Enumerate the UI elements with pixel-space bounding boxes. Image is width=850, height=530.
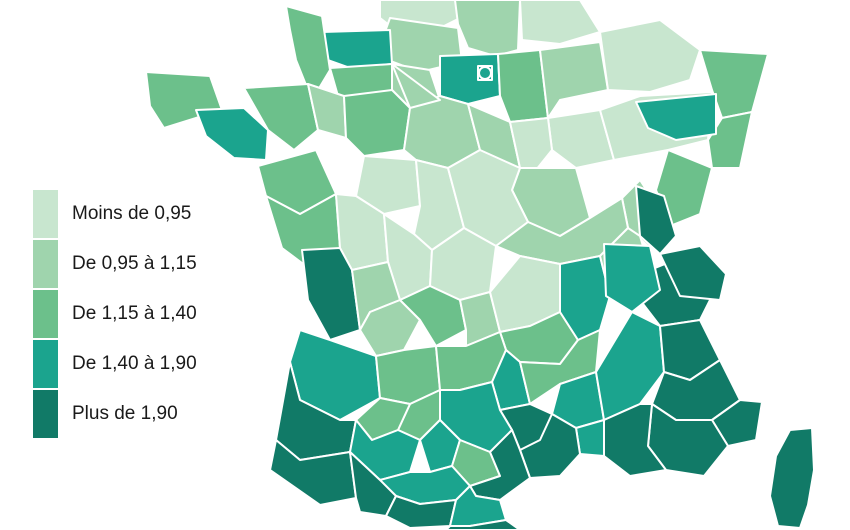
legend-swatch: [33, 240, 58, 288]
department-ardennes: [519, 0, 601, 45]
legend-swatch: [33, 340, 58, 388]
department-haute-loire: [519, 329, 601, 405]
legend-swatch: [33, 390, 58, 438]
department-sarthe: [343, 89, 411, 157]
department-paris: [477, 65, 493, 81]
department-moselle: [599, 19, 701, 93]
department-ain: [635, 185, 677, 255]
department-corse: [769, 427, 815, 529]
department-haute-savoie: [659, 245, 727, 301]
department-morbihan: [195, 107, 269, 161]
legend-item: De 1,15 à 1,40: [33, 289, 197, 339]
department-loir-et-cher: [355, 155, 421, 215]
department-bouches-du-rhone: [603, 403, 667, 477]
department-aisne: [454, 0, 521, 57]
legend-item: De 0,95 à 1,15: [33, 239, 197, 289]
department-aube: [509, 117, 553, 171]
department-eure-et-loir: [391, 63, 441, 109]
legend-label: De 1,40 à 1,90: [72, 353, 197, 374]
department-calvados: [321, 29, 393, 69]
department-haute-saone: [635, 93, 717, 141]
legend-label: Moins de 0,95: [72, 203, 192, 224]
legend-item: Moins de 0,95: [33, 189, 197, 239]
department-haut-rhin: [707, 111, 753, 169]
department-doubs: [655, 149, 713, 227]
department-ille-et-vilaine: [243, 83, 319, 151]
map-legend: Moins de 0,95 De 0,95 à 1,15 De 1,15 à 1…: [33, 189, 197, 439]
legend-swatch: [33, 290, 58, 338]
legend-label: De 1,15 à 1,40: [72, 303, 197, 324]
legend-label: De 0,95 à 1,15: [72, 253, 197, 274]
legend-swatch: [33, 190, 58, 238]
department-isere: [603, 243, 661, 313]
legend-label: Plus de 1,90: [72, 403, 178, 424]
legend-item: Plus de 1,90: [33, 389, 197, 439]
paris-marker-icon: [478, 66, 492, 80]
department-pyrenees-orientales: [445, 519, 521, 530]
department-meuse: [539, 41, 609, 119]
legend-item: De 1,40 à 1,90: [33, 339, 197, 389]
